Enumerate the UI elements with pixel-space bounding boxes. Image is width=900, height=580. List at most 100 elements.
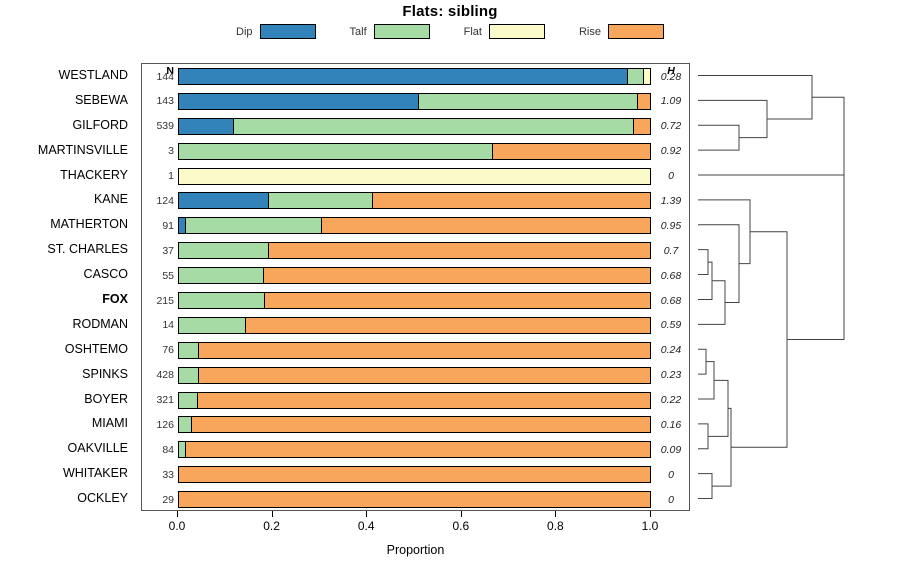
bar-segment-flat[interactable] (179, 168, 650, 184)
stacked-bar[interactable] (178, 167, 651, 185)
bar-segment-rise[interactable] (196, 392, 650, 408)
dendrogram (694, 63, 894, 511)
bar-segment-talf[interactable] (179, 442, 185, 458)
row-h-value: 0.68 (660, 269, 682, 282)
row-h-value: 1.39 (660, 194, 682, 207)
bar-segment-talf[interactable] (179, 417, 192, 433)
bar-segment-talf[interactable] (626, 69, 643, 84)
stacked-bar[interactable] (178, 391, 651, 409)
row-h-value: 1.09 (660, 95, 682, 108)
bar-segment-talf[interactable] (179, 342, 198, 358)
bar-segment-rise[interactable] (179, 467, 650, 483)
bar-segment-rise[interactable] (244, 317, 650, 333)
dendrogram-link (698, 124, 740, 151)
row-n-value: 76 (162, 344, 174, 357)
stacked-bar[interactable] (178, 441, 651, 459)
stacked-bar[interactable] (178, 491, 651, 509)
bar-segment-talf[interactable] (179, 268, 263, 284)
stacked-bar[interactable] (178, 316, 651, 334)
legend-label-flat: Flat (463, 25, 482, 38)
stacked-bar[interactable] (178, 267, 651, 285)
dendrogram-link (698, 348, 707, 375)
row-n-value: 124 (156, 194, 174, 207)
stacked-bar[interactable] (178, 217, 651, 235)
stacked-bar[interactable] (178, 142, 651, 160)
stacked-bar[interactable] (178, 68, 651, 85)
bar-segment-talf[interactable] (179, 317, 245, 333)
bar-segment-talf[interactable] (232, 118, 633, 134)
bar-segment-dip[interactable] (179, 118, 233, 134)
stacked-bar[interactable] (178, 242, 651, 260)
bar-segment-rise[interactable] (179, 492, 650, 508)
bar-segment-talf[interactable] (418, 93, 638, 109)
bar-segment-rise[interactable] (191, 417, 650, 433)
row-n-value: 33 (162, 468, 174, 481)
row-n-value: 84 (162, 443, 174, 456)
bar-segment-talf[interactable] (179, 367, 198, 383)
x-tick-label: 0.0 (168, 519, 186, 533)
row-h-value: 0.59 (660, 319, 682, 332)
bar-segment-rise[interactable] (491, 143, 650, 159)
bar-segment-rise[interactable] (184, 442, 650, 458)
dendrogram-link (698, 473, 713, 500)
stacked-bar[interactable] (178, 292, 651, 309)
category-label: WHITAKER (62, 466, 128, 481)
bar-segment-talf[interactable] (179, 243, 269, 259)
bar-segment-rise[interactable] (372, 193, 650, 209)
row-n-value: 55 (162, 269, 174, 282)
bar-segment-dip[interactable] (179, 93, 419, 109)
dendrogram-link (708, 379, 729, 437)
stacked-bar[interactable] (178, 192, 651, 210)
bar-segment-rise[interactable] (262, 268, 650, 284)
row-n-value: 126 (156, 418, 174, 431)
bar-segment-flat[interactable] (642, 69, 650, 84)
bar-segment-rise[interactable] (320, 218, 650, 234)
stacked-bar[interactable] (178, 117, 651, 135)
category-label: RODMAN (72, 316, 128, 331)
row-h-value: 0.24 (660, 344, 682, 357)
row-h-value: 0 (668, 468, 674, 481)
row-h-value: 0.72 (660, 120, 682, 133)
bar-segment-talf[interactable] (179, 143, 492, 159)
bar-segment-talf[interactable] (268, 193, 373, 209)
stacked-bar[interactable] (178, 366, 651, 384)
legend-item-dip[interactable]: Dip (236, 24, 316, 39)
row-h-value: 0.28 (660, 70, 682, 83)
x-tick-label: 0.2 (263, 519, 280, 533)
chart-title: Flats: sibling (402, 3, 498, 20)
bar-segment-talf[interactable] (179, 293, 264, 308)
bar-segment-rise[interactable] (632, 118, 651, 134)
category-label: KANE (93, 192, 128, 207)
bar-segment-rise[interactable] (637, 93, 650, 109)
chart-row: 33 0 (142, 462, 691, 487)
x-axis-title: Proportion (386, 543, 445, 557)
legend-item-rise[interactable]: Rise (579, 24, 664, 39)
row-h-value: 0 (668, 493, 674, 506)
category-label: MIAMI (91, 416, 128, 431)
row-n-value: 321 (156, 394, 174, 407)
row-n-value: 144 (156, 70, 174, 83)
bar-segment-dip[interactable] (179, 69, 627, 84)
category-label: FOX (102, 292, 128, 306)
bar-segment-dip[interactable] (179, 193, 269, 209)
bar-segment-talf[interactable] (184, 218, 321, 234)
dendrogram-root (698, 174, 845, 219)
bar-segment-rise[interactable] (197, 367, 650, 383)
stacked-bar[interactable] (178, 416, 651, 434)
legend-item-flat[interactable]: Flat (464, 24, 545, 39)
legend-label-talf: Talf (349, 25, 367, 38)
stacked-bar[interactable] (178, 466, 651, 484)
category-label: MATHERTON (50, 217, 128, 232)
plot-panel: N H 144 0.28 143 1.09 539 0.72 3 0.92 1 0 124 1.39 9… (141, 63, 690, 511)
bar-segment-rise[interactable] (263, 293, 650, 308)
stacked-bar[interactable] (178, 341, 651, 359)
bar-segment-dip[interactable] (179, 218, 185, 234)
bar-segment-rise[interactable] (197, 342, 650, 358)
bar-rows: 144 0.28 143 1.09 539 0.72 3 0.92 1 0 124 1.39 91 0.9… (142, 64, 691, 512)
chart-row: 144 0.28 (142, 64, 691, 89)
bar-segment-talf[interactable] (179, 392, 197, 408)
legend-item-talf[interactable]: Talf (350, 24, 430, 39)
bar-segment-rise[interactable] (268, 243, 650, 259)
stacked-bar[interactable] (178, 92, 651, 110)
